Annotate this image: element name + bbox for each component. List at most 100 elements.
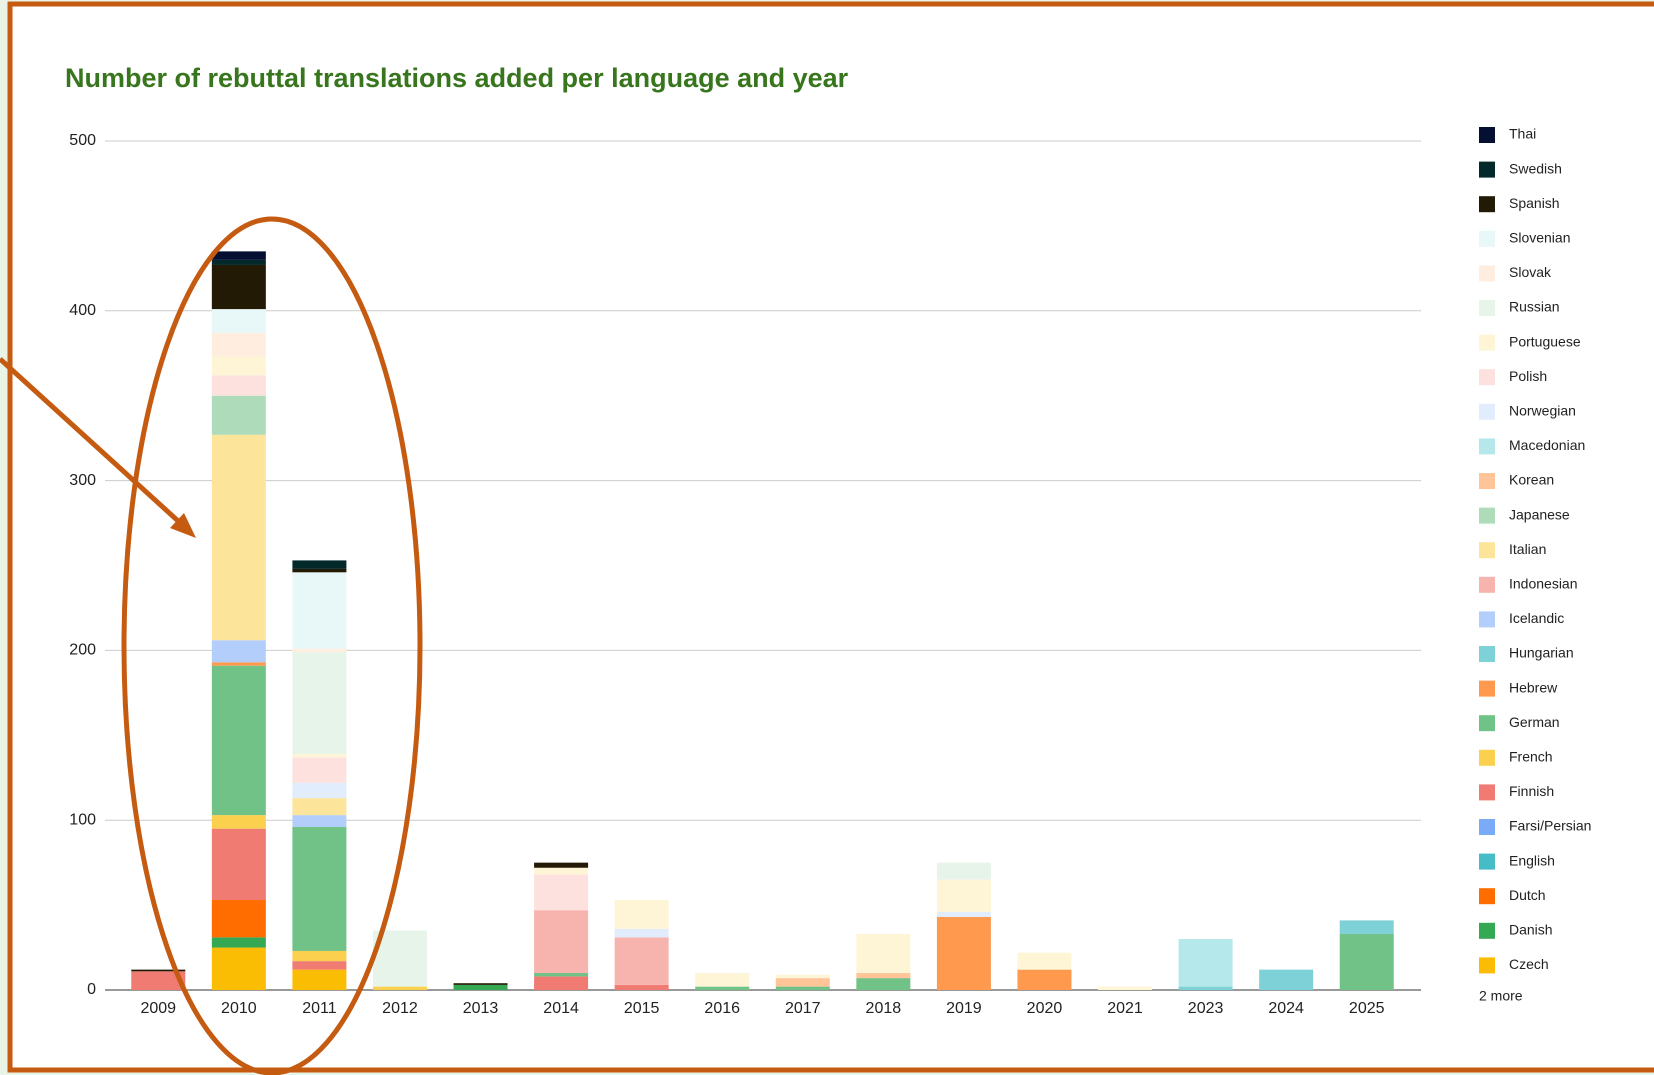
bar-segment [292,950,347,962]
legend-label: Norwegian [1509,403,1576,419]
bar-segment [936,916,991,990]
legend-swatch [1479,369,1495,386]
bar-segment [775,978,830,987]
legend-swatch [1479,542,1495,559]
bar-segment [131,971,186,990]
legend-label: Russian [1509,299,1560,315]
y-tick-label: 200 [69,642,96,659]
bar-segment [131,969,186,972]
bar-segment [292,648,347,653]
legend-swatch [1479,749,1495,766]
legend-swatch [1479,438,1495,455]
bar-segment [292,961,347,970]
bar-segment [292,753,347,758]
legend-label: Dutch [1509,887,1546,903]
x-tick-label: 2012 [382,1000,418,1017]
bar-segment [1178,986,1233,990]
bar-segment [695,986,750,990]
legend-label: Japanese [1509,506,1570,522]
legend-swatch [1479,127,1495,143]
legend-swatch [1479,265,1495,282]
bar-segment [856,973,911,979]
bar-segment [211,815,266,829]
bar-segment [292,652,347,754]
bar-segment [211,251,266,260]
legend-label: Korean [1509,472,1554,488]
legend-swatch [1479,334,1495,351]
legend-label: Italian [1509,541,1546,557]
bar-segment [534,910,589,974]
bar-segment [775,974,830,979]
y-tick-label: 300 [69,472,96,489]
bar-segment [1017,952,1072,970]
plot-area: 0 100 200 300 400 500 2009 2010 2011 2012 2013 2014… [69,132,1421,1017]
legend-swatch [1479,403,1495,420]
bar-segment [936,911,991,917]
legend-label: Slovenian [1509,230,1571,246]
x-tick-label: 2019 [946,1000,982,1017]
bar-segment [614,900,669,929]
bar-segment [292,798,347,816]
x-tick-label: 2014 [543,1000,579,1017]
legend-label: Thai [1509,126,1536,142]
legend-label: Icelandic [1509,610,1564,626]
bar-segment [534,874,589,911]
legend-swatch [1479,196,1495,213]
bar-segment [453,984,508,990]
bar-segment [211,264,266,310]
bar-segment [936,862,991,880]
legend-swatch [1479,922,1495,939]
y-tick-label: 400 [69,302,96,319]
highlight-ellipse [121,216,423,1075]
x-tick-label: 2011 [302,1000,337,1017]
x-tick-label: 2016 [704,1000,740,1017]
legend-swatch [1479,784,1495,801]
bar-segment [211,665,266,816]
bar-segment [534,862,589,868]
bar-segment [695,973,750,987]
legend-label: English [1509,852,1555,868]
bar-segment [614,928,669,938]
legend-swatch [1479,888,1495,905]
bar-segment [211,434,266,641]
bar-segment [211,259,266,265]
bar-segment [372,986,427,990]
y-tick-label: 100 [69,811,96,828]
legend-label: Czech [1509,956,1549,972]
legend-label: Portuguese [1509,333,1581,349]
bar-segment [211,640,266,663]
bar-segment [534,973,589,977]
legend-swatch [1479,611,1495,628]
x-tick-label: 2023 [1188,1000,1224,1017]
x-tick-label: 2025 [1349,1000,1385,1017]
bar-segment [1098,986,1153,990]
bar-segment [775,986,830,990]
bar-segment [211,900,266,938]
legend-swatch [1479,507,1495,524]
annotation-arrow [0,357,190,532]
bar-segment [292,815,347,827]
x-tick-label: 2018 [866,1000,902,1017]
x-tick-label: 2013 [463,1000,499,1017]
legend-label: Danish [1509,922,1553,938]
bar-segment [211,947,266,990]
x-tick-label: 2020 [1027,1000,1063,1017]
chart-title: Number of rebuttal translations added pe… [65,63,849,93]
bar-segment [211,356,266,376]
bar-segment [614,984,669,990]
bar-segment [292,568,347,573]
legend-label: Hungarian [1509,645,1574,661]
x-tick-label: 2021 [1107,1000,1143,1017]
x-tick-label: 2010 [221,1000,257,1017]
legend-label: Farsi/Persian [1509,818,1591,834]
y-tick-label: 500 [69,132,96,149]
x-tick-label: 2015 [624,1000,660,1017]
arrow-head [170,513,196,538]
bar-segment [453,983,508,985]
bar-segment [1339,920,1394,934]
x-tick-label: 2017 [785,1000,821,1017]
legend-swatch [1479,715,1495,732]
bar-segment [936,879,991,912]
